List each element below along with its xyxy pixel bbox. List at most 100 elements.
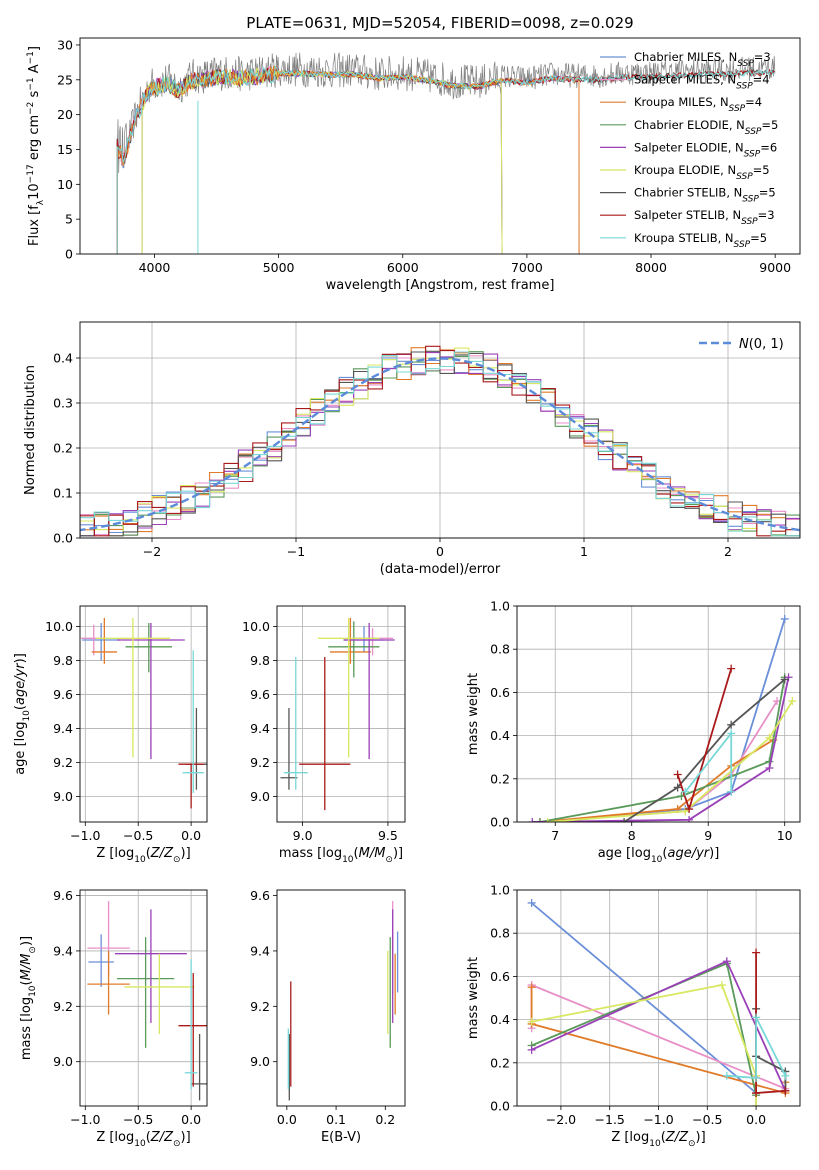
label-part: SSP (742, 195, 759, 205)
x-tick-label: −1.0 (70, 828, 100, 843)
label-part: 10 (134, 855, 146, 865)
y-axis-label: mass [log10(M/M⊙)] (19, 936, 38, 1060)
label-part: =5 (753, 163, 770, 177)
label-part: 10 (651, 855, 663, 865)
label-part: SSP (737, 59, 754, 69)
legend-label: Salpeter STELIB, NSSP=3 (634, 208, 775, 227)
y-tick-label: 10 (57, 177, 73, 192)
x-tick-label: 0 (436, 544, 444, 559)
label-part: Chabrier STELIB, N (634, 186, 742, 200)
legend-label: N(0, 1) (739, 337, 784, 352)
x-axis-label: Z [log10(Z/Z⊙)] (96, 846, 190, 865)
label-part: ( (146, 846, 151, 861)
y-tick-label: 9.8 (250, 653, 270, 668)
y-tick-label: 10.0 (242, 619, 270, 634)
label-part: ] (27, 46, 42, 51)
label-part: −1 (26, 51, 36, 64)
label-part: SSP (745, 127, 762, 137)
axes-frame (79, 889, 208, 1107)
label-part: 10 (134, 1139, 146, 1149)
mass-weight-marker (752, 1073, 761, 1082)
y-tick-label: 9.0 (53, 789, 73, 804)
y-tick-label: 0.4 (490, 728, 510, 743)
mass-weight-marker (727, 729, 736, 738)
label-part: Salpeter MILES, N (634, 73, 736, 87)
label-part: −2 (26, 102, 36, 115)
mass-weight-marker (535, 818, 544, 822)
mass-weight-marker (780, 675, 789, 684)
mass-weight-marker (673, 770, 682, 779)
label-part: =6 (760, 140, 777, 154)
plot-area-spectrum (116, 52, 776, 254)
mass-weight-marker (685, 815, 694, 822)
label-part: M/M (19, 954, 34, 981)
label-part: 10 (22, 710, 32, 722)
x-tick-label: 9.5 (378, 828, 398, 843)
x-tick-label: −0.5 (123, 828, 153, 843)
label-part: erg cm (27, 115, 42, 164)
y-tick-label: 9.2 (53, 999, 73, 1014)
label-part: age [log (598, 846, 651, 861)
legend-label: Chabrier STELIB, NSSP=5 (634, 186, 776, 205)
plots-container: 4000 5000 6000 7000 8000 9000051015202530Chab… (13, 37, 801, 1149)
label-part: Flux [f (27, 205, 42, 246)
label-part: age [log (13, 722, 28, 775)
label-part: N (739, 337, 749, 352)
y-tick-label: 0.1 (53, 486, 73, 501)
label-part: SSP (744, 149, 761, 159)
label-part: SSP (736, 172, 753, 182)
label-part: ⊙ (173, 855, 181, 865)
y-tick-label: 9.4 (53, 943, 73, 958)
label-part: ( (19, 980, 34, 985)
y-tick-label: 9.4 (53, 721, 73, 736)
panel-age_vs_mass: 9.0 9.5 9.0 9.2 9.4 9.6 9.8 10.0 mass [log10(M/M… (242, 605, 406, 865)
y-tick-label: 0.0 (53, 531, 73, 546)
legend-label: Kroupa STELIB, NSSP=5 (634, 231, 767, 250)
x-axis-label: E(B-V) (321, 1130, 361, 1145)
mass-weight-marker (527, 898, 536, 907)
label-part: λ (36, 199, 46, 205)
label-part: )] (13, 653, 28, 663)
axes-frame (79, 37, 801, 255)
y-tick-label: 1.0 (490, 599, 510, 614)
label-part: )] (709, 846, 719, 861)
panel-age_vs_Z: −1.0 −0.5 0.09.09.29.49.69.810.0Z [log10(Z… (13, 605, 208, 865)
mass-weight-marker (543, 818, 552, 822)
panel-mass_vs_Z: −1.0 −0.5 0.09.09.29.49.6Z [log10(Z/Z⊙)]ma… (19, 888, 208, 1149)
x-tick-label: 0.0 (277, 1112, 297, 1127)
mass-weight-line (547, 700, 794, 822)
label-part: M/M (359, 846, 386, 861)
y-tick-label: 10.0 (45, 619, 73, 634)
y-tick-label: 5 (65, 212, 73, 227)
mass-weight-marker (752, 948, 761, 957)
label-part: ( (13, 705, 28, 710)
label-part: Z/Z (150, 846, 174, 861)
label-part: Z/Z (150, 1130, 174, 1145)
mass-weight-line (531, 983, 757, 1106)
y-tick-label: 9.2 (250, 999, 270, 1014)
label-part: mass [log (279, 846, 342, 861)
x-tick-label: 2 (724, 544, 732, 559)
x-tick-label: 7 (551, 828, 559, 843)
panel-mass_vs_EBV: 0.0 0.1 0.2 9.0 9.2 9.4 9.6 E(B-V) (250, 888, 406, 1145)
y-tick-label: 0.0 (490, 815, 510, 830)
y-tick-label: 9.4 (250, 943, 270, 958)
label-part: =5 (750, 231, 767, 245)
label-part: age/yr (667, 846, 710, 861)
mass-weight-line (726, 1016, 787, 1079)
label-part: age/yr (13, 662, 28, 705)
mass-weight-marker (722, 1071, 731, 1080)
y-tick-label: 15 (57, 142, 73, 157)
label-part: A (27, 64, 42, 77)
y-tick-label: 9.0 (53, 1054, 73, 1069)
y-tick-label: 9.6 (250, 687, 270, 702)
axes-frame (79, 605, 208, 823)
label-part: ⊙ (173, 1139, 181, 1149)
plot-area-mass_weight_vs_Z (527, 898, 790, 1106)
figure-title: PLATE=0631, MJD=52054, FIBERID=0098, z=0… (246, 14, 633, 32)
x-tick-label: 6000 (387, 260, 419, 275)
label-part: =5 (759, 186, 776, 200)
x-tick-label: 0.0 (181, 1112, 201, 1127)
